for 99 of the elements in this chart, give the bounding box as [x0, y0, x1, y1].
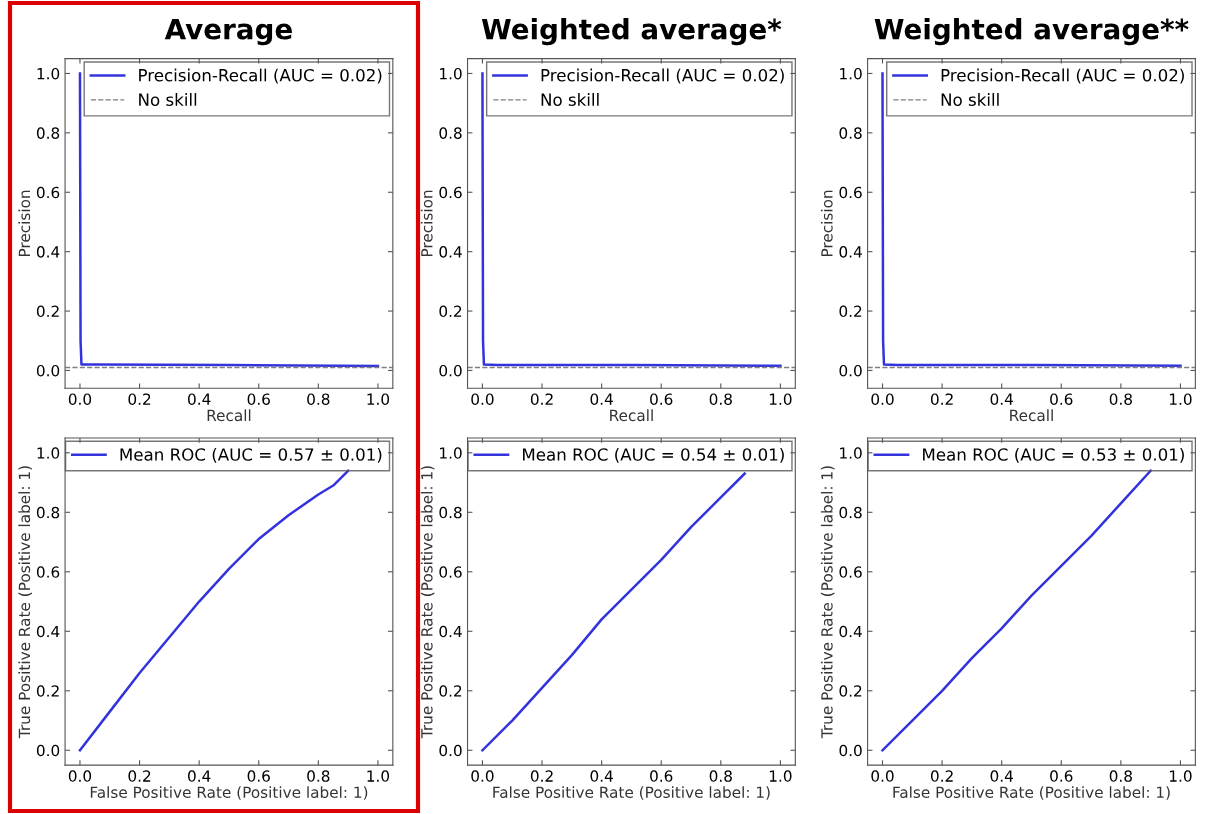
legend-label: Mean ROC (AUC = 0.57 ± 0.01): [120, 447, 382, 463]
x-tick-label: 1.0: [367, 393, 390, 405]
x-tick-label: 0.8: [307, 770, 330, 782]
x-tick-label: 0.6: [650, 393, 673, 405]
legend-label: Mean ROC (AUC = 0.53 ± 0.01): [923, 447, 1184, 463]
y-tick-label: 0.0: [36, 364, 60, 377]
x-tick-label: 0.6: [1050, 770, 1073, 782]
y-tick-label: 0.6: [839, 566, 862, 578]
x-tick-label: 0.4: [590, 393, 613, 405]
x-tick-label: 0.2: [128, 393, 151, 405]
y-axis-title: True Positive Rate (Positive label: 1): [18, 466, 32, 739]
x-tick-label: 0.2: [930, 770, 953, 782]
x-tick-label: 0.0: [68, 770, 92, 782]
x-tick-label: 1.0: [367, 770, 390, 782]
y-tick-label: 0.2: [36, 685, 59, 697]
y-tick-label: 1.0: [37, 67, 60, 80]
y-axis-title: True Positive Rate (Positive label: 1): [820, 466, 835, 739]
y-tick-label: 0.2: [439, 685, 462, 697]
x-tick-label: 0.2: [530, 770, 553, 782]
x-tick-label: 0.4: [990, 770, 1013, 782]
legend-label: Precision-Recall (AUC = 0.02): [541, 68, 784, 84]
y-tick-label: 0.8: [839, 127, 862, 139]
line-series: [78, 469, 350, 752]
x-tick-label: 0.0: [471, 770, 494, 782]
x-axis-title: False Positive Rate (Positive label: 1): [493, 786, 770, 800]
y-tick-label: 0.4: [439, 625, 462, 638]
y-tick-label: 0.4: [439, 246, 462, 258]
y-tick-label: 0.6: [439, 566, 462, 578]
y-axis-title: True Positive Rate (Positive label: 1): [420, 466, 435, 739]
chart-title: Weighted average*: [481, 18, 782, 46]
x-tick-label: 0.0: [871, 393, 894, 405]
x-tick-label: 0.4: [590, 770, 613, 782]
x-tick-label: 0.2: [930, 393, 953, 405]
y-tick-label: 0.4: [36, 246, 60, 258]
y-tick-label: 0.0: [439, 744, 462, 757]
y-tick-label: 0.2: [36, 305, 59, 318]
x-tick-label: 1.0: [1169, 770, 1192, 782]
y-tick-label: 0.8: [36, 127, 60, 139]
y-tick-label: 0.6: [36, 186, 60, 199]
x-tick-label: 0.4: [188, 393, 211, 405]
y-tick-label: 0.6: [36, 566, 60, 578]
y-tick-label: 1.0: [440, 67, 462, 80]
y-tick-label: 0.0: [839, 364, 862, 377]
y-tick-label: 1.0: [37, 447, 60, 459]
x-tick-label: 0.8: [1109, 393, 1132, 405]
chart-title: Average: [164, 18, 292, 46]
legend-label: Precision-Recall (AUC = 0.02): [941, 68, 1184, 84]
x-tick-label: 0.8: [1109, 770, 1132, 782]
y-tick-label: 0.2: [439, 305, 462, 318]
y-tick-label: 0.2: [839, 305, 862, 318]
line-series: [881, 469, 1152, 752]
y-tick-label: 0.4: [36, 625, 60, 638]
y-tick-label: 1.0: [840, 447, 862, 459]
legend-label: No skill: [941, 93, 999, 106]
x-axis-title: Recall: [1010, 409, 1053, 422]
line-series: [481, 472, 746, 752]
legend-label: No skill: [541, 93, 599, 106]
y-tick-label: 0.0: [839, 744, 862, 757]
y-tick-label: 0.0: [36, 744, 60, 757]
x-tick-label: 1.0: [1169, 393, 1192, 405]
x-tick-label: 0.6: [650, 770, 673, 782]
x-tick-label: 0.6: [1050, 393, 1073, 405]
chart-title: Weighted average**: [874, 18, 1189, 46]
y-tick-label: 0.0: [439, 364, 462, 377]
legend-label: Mean ROC (AUC = 0.54 ± 0.01): [523, 447, 784, 463]
y-tick-label: 0.4: [839, 625, 862, 638]
y-tick-label: 0.6: [439, 186, 462, 199]
x-axis-title: False Positive Rate (Positive label: 1): [893, 786, 1170, 800]
y-tick-label: 0.8: [36, 506, 60, 519]
y-axis-title: Precision: [18, 190, 31, 257]
x-tick-label: 0.0: [871, 770, 894, 782]
legend-label: No skill: [139, 93, 197, 106]
x-tick-label: 0.4: [990, 393, 1013, 405]
y-tick-label: 0.4: [839, 246, 862, 258]
x-tick-label: 0.8: [709, 770, 732, 782]
x-tick-label: 1.0: [769, 770, 792, 782]
x-axis-title: Recall: [207, 409, 251, 422]
x-tick-label: 0.6: [247, 393, 270, 405]
y-tick-label: 0.8: [439, 506, 462, 519]
y-tick-label: 0.8: [439, 127, 462, 139]
x-tick-label: 0.8: [307, 393, 330, 405]
y-tick-label: 1.0: [440, 447, 462, 459]
y-tick-label: 0.6: [839, 186, 862, 199]
y-tick-label: 1.0: [840, 67, 862, 80]
x-tick-label: 0.0: [471, 393, 494, 405]
x-tick-label: 0.2: [530, 393, 553, 405]
legend-label: Precision-Recall (AUC = 0.02): [139, 68, 382, 84]
y-axis-title: Precision: [420, 190, 433, 257]
x-tick-label: 0.0: [68, 393, 92, 405]
y-tick-label: 0.8: [839, 506, 862, 519]
x-tick-label: 0.8: [709, 393, 732, 405]
x-tick-label: 0.6: [247, 770, 270, 782]
x-tick-label: 0.4: [188, 770, 211, 782]
x-axis-title: False Positive Rate (Positive label: 1): [90, 786, 368, 800]
y-tick-label: 0.2: [839, 685, 862, 697]
x-axis-title: Recall: [610, 409, 653, 422]
x-tick-label: 0.2: [128, 770, 151, 782]
x-tick-label: 1.0: [769, 393, 792, 405]
y-axis-title: Precision: [820, 190, 833, 257]
